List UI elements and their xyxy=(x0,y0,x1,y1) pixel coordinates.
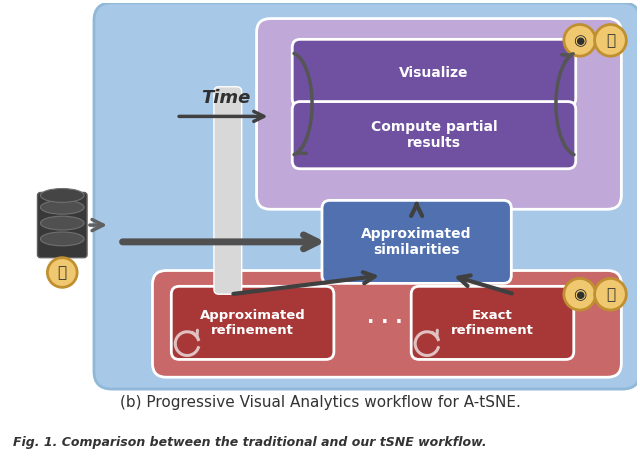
FancyBboxPatch shape xyxy=(214,87,242,294)
FancyBboxPatch shape xyxy=(292,102,576,169)
FancyBboxPatch shape xyxy=(172,286,334,359)
FancyBboxPatch shape xyxy=(292,39,576,107)
Text: ✋: ✋ xyxy=(606,33,615,48)
Circle shape xyxy=(564,24,596,56)
Text: Approximated
similarities: Approximated similarities xyxy=(362,227,472,257)
FancyBboxPatch shape xyxy=(38,193,87,258)
Text: ✋: ✋ xyxy=(606,287,615,302)
Circle shape xyxy=(564,279,596,310)
Text: Time: Time xyxy=(201,89,250,107)
FancyBboxPatch shape xyxy=(412,286,574,359)
Ellipse shape xyxy=(40,188,84,202)
Text: ✋: ✋ xyxy=(58,265,67,280)
FancyBboxPatch shape xyxy=(257,18,621,209)
Text: Compute partial
results: Compute partial results xyxy=(371,120,497,150)
Text: Visualize: Visualize xyxy=(399,66,468,80)
FancyBboxPatch shape xyxy=(152,271,621,377)
Ellipse shape xyxy=(40,216,84,230)
Ellipse shape xyxy=(40,201,84,214)
Text: Fig. 1. Comparison between the traditional and our tSNE workflow.: Fig. 1. Comparison between the tradition… xyxy=(13,436,486,449)
Text: · · ·: · · · xyxy=(367,313,403,332)
Text: (b) Progressive Visual Analytics workflow for A-tSNE.: (b) Progressive Visual Analytics workflo… xyxy=(120,395,520,410)
Circle shape xyxy=(595,24,627,56)
FancyBboxPatch shape xyxy=(322,201,511,283)
Text: Exact
refinement: Exact refinement xyxy=(451,309,534,337)
Ellipse shape xyxy=(40,232,84,246)
Text: Approximated
refinement: Approximated refinement xyxy=(200,309,305,337)
FancyBboxPatch shape xyxy=(94,3,640,389)
Circle shape xyxy=(595,279,627,310)
Circle shape xyxy=(47,258,77,287)
Text: ◉: ◉ xyxy=(573,287,586,302)
Text: ◉: ◉ xyxy=(573,33,586,48)
